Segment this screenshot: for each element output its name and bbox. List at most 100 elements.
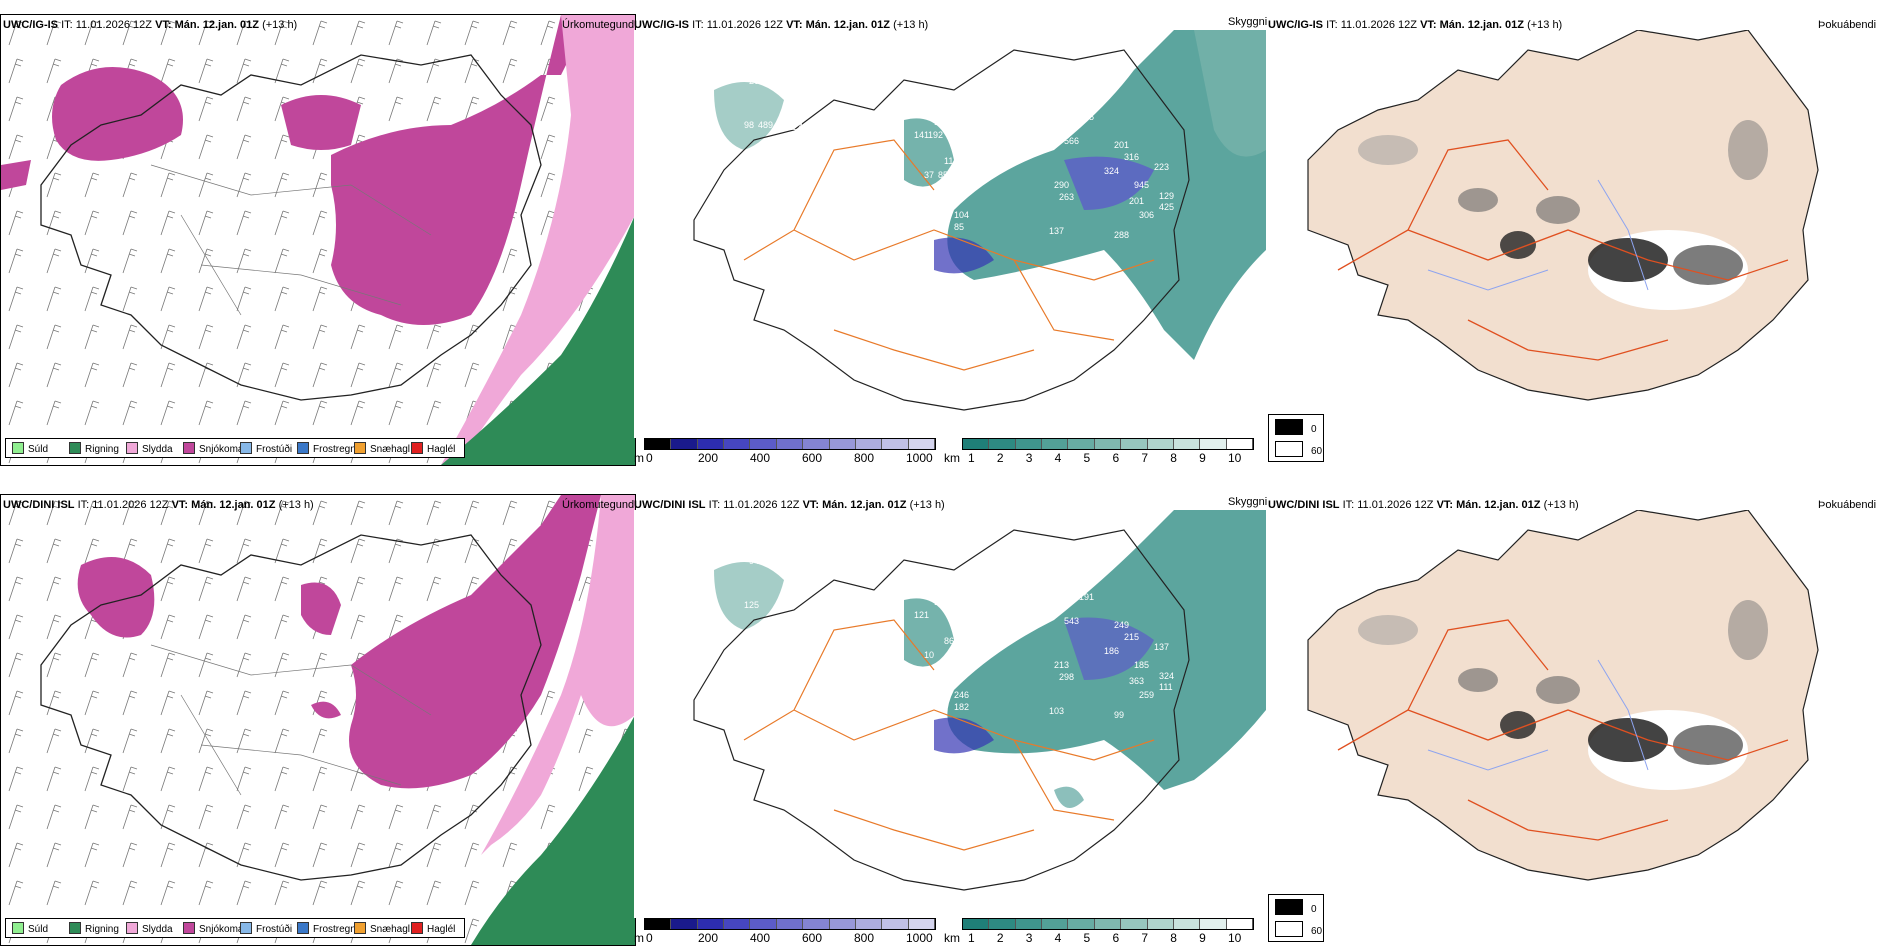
colorbar-tick: 8 bbox=[1170, 451, 1177, 465]
colorbar-cell bbox=[829, 439, 856, 449]
colorbar-cell bbox=[1200, 439, 1227, 449]
iceland-outline bbox=[40, 54, 542, 401]
colorbar-cell bbox=[855, 919, 883, 929]
colorbar-tick: 800 bbox=[854, 931, 875, 945]
ceiling-label: 146 bbox=[774, 602, 789, 612]
visibility-unit: km bbox=[944, 451, 960, 465]
colorbar-tick: 7 bbox=[1141, 931, 1149, 945]
row-1: Súld Rigning Slydda Snjókoma Frostúði Frostre… bbox=[0, 14, 1900, 468]
colorbar-tick: 4 bbox=[1054, 451, 1062, 465]
ceiling-label: 98 bbox=[744, 120, 754, 130]
colorbar-cell bbox=[1226, 439, 1253, 449]
colorbar-tick: 1 bbox=[968, 931, 975, 945]
colorbar-tick: 800 bbox=[854, 451, 875, 465]
ceiling-label: 137 bbox=[1154, 642, 1169, 652]
ceiling-label: 227 bbox=[698, 146, 713, 156]
header-precip-1: UWC/IG-IS IT: 11.01.2026 12Z VT: Mán. 12… bbox=[3, 19, 298, 31]
ceiling-label: 324 bbox=[1104, 166, 1119, 176]
row-2: Súld Rigning Slydda Snjókoma Frostúði Frostre… bbox=[0, 480, 1900, 950]
colorbar-tick: 1000 bbox=[906, 451, 933, 465]
colorbar-cell bbox=[1226, 919, 1253, 929]
ceiling-label: 425 bbox=[1159, 202, 1174, 212]
fog-legend-swatch bbox=[1275, 419, 1303, 435]
legend-item-2: Slydda bbox=[126, 922, 173, 935]
colorbar-cell bbox=[803, 919, 830, 929]
legend-item-7: Haglél bbox=[411, 922, 455, 935]
legend-label: Haglél bbox=[427, 924, 456, 935]
colorbar-cell bbox=[776, 919, 804, 929]
colorbar-cell bbox=[1200, 919, 1227, 929]
colorbar-tick: 0 bbox=[646, 931, 653, 945]
colorbar-cell bbox=[645, 919, 672, 929]
visibility-colorbar-1: km 1 2 3 4 5 6 7 8 9 10 bbox=[944, 438, 1264, 468]
ceiling-label: 182 bbox=[684, 626, 699, 636]
fog-legend-row: 60 bbox=[1275, 441, 1322, 457]
legend-label: Frostúði bbox=[256, 444, 293, 455]
ceiling-label: 260 bbox=[1054, 600, 1069, 610]
ceiling-label: 104 bbox=[954, 210, 969, 220]
fog-legend-label: 60 bbox=[1311, 446, 1323, 457]
visibility-strip-2 bbox=[962, 918, 1254, 930]
colorbar-tick: 5 bbox=[1083, 451, 1091, 465]
colorbar-cell bbox=[1042, 439, 1069, 449]
visibility-strip-1 bbox=[962, 438, 1254, 450]
ceiling-label: 342 bbox=[729, 72, 744, 82]
fog-title-1: Þokuábendi bbox=[1818, 19, 1877, 31]
ceiling-strip-2 bbox=[644, 918, 936, 930]
precip-panel-1: Súld Rigning Slydda Snjókoma Frostúði Frostre… bbox=[0, 14, 636, 466]
legend-swatch bbox=[297, 922, 309, 934]
ceiling-label: 170 bbox=[934, 597, 949, 607]
colorbar-tick: 9 bbox=[1199, 931, 1206, 945]
ceiling-label: 201 bbox=[1129, 196, 1144, 206]
colorbar-cell bbox=[908, 919, 935, 929]
colorbar-cell bbox=[645, 439, 672, 449]
legend-item-5: Frostregn bbox=[297, 922, 356, 935]
header-visibility-2: UWC/DINI ISL IT: 11.01.2026 12Z VT: Mán.… bbox=[634, 499, 945, 511]
ceiling-label: 10 bbox=[924, 650, 934, 660]
ceiling-label: 129 bbox=[1159, 191, 1174, 201]
colorbar-tick: 2 bbox=[996, 451, 1004, 465]
fog-legend-swatch bbox=[1275, 899, 1303, 915]
visibility-title-1: Skyggni bbox=[1228, 16, 1268, 28]
legend-item-2: Slydda bbox=[126, 442, 173, 455]
ceiling-label: 11 bbox=[944, 156, 953, 166]
colorbar-cell bbox=[1173, 919, 1201, 929]
colorbar-tick: 200 bbox=[698, 451, 719, 465]
ceiling-label: 111 bbox=[1159, 682, 1173, 692]
colorbar-tick: 7 bbox=[1141, 451, 1149, 465]
ceiling-label: 945 bbox=[1134, 180, 1149, 190]
ceiling-label: 87 bbox=[974, 136, 984, 146]
ceiling-label: 99 bbox=[1114, 710, 1124, 720]
fog-legend-1: 0 60 bbox=[1268, 414, 1324, 462]
fog-panel-1 bbox=[1268, 30, 1900, 430]
colorbar-cell bbox=[750, 439, 777, 449]
ceiling-label: 683 bbox=[774, 122, 789, 132]
ceiling-label: 121 bbox=[914, 610, 929, 620]
colorbar-cell bbox=[855, 439, 883, 449]
legend-item-6: Snæhagl bbox=[354, 922, 410, 935]
colorbar-cell bbox=[989, 439, 1016, 449]
legend-swatch bbox=[126, 922, 138, 934]
iceland-outline bbox=[693, 529, 1190, 891]
ceiling-label: 246 bbox=[954, 690, 969, 700]
colorbar-cell bbox=[724, 919, 751, 929]
colorbar-tick: 10 bbox=[1228, 931, 1242, 945]
colorbar-cell bbox=[1068, 439, 1095, 449]
ceiling-label: 213 bbox=[1054, 660, 1069, 670]
legend-label: Slydda bbox=[142, 924, 173, 935]
ceiling-label: 363 bbox=[1129, 676, 1144, 686]
ceiling-label: 249 bbox=[1114, 620, 1129, 630]
colorbar-tick: 3 bbox=[1025, 931, 1033, 945]
colorbar-cell bbox=[908, 439, 935, 449]
colorbar-tick: 6 bbox=[1112, 931, 1120, 945]
legend-label: Slydda bbox=[142, 444, 173, 455]
legend-swatch bbox=[69, 442, 81, 454]
colorbar-cell bbox=[724, 439, 751, 449]
colorbar-tick: 5 bbox=[1083, 931, 1091, 945]
colorbar-cell bbox=[671, 919, 698, 929]
precip-legend-1: Súld Rigning Slydda Snjókoma Frostúði Frostre… bbox=[5, 438, 465, 458]
ceiling-label: 125 bbox=[744, 600, 759, 610]
legend-label: Rigning bbox=[85, 924, 119, 935]
legend-swatch bbox=[126, 442, 138, 454]
